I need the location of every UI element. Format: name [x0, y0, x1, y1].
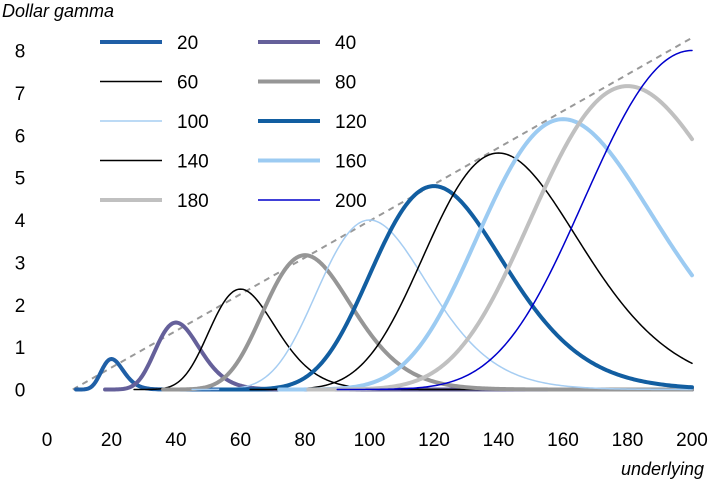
y-tick-label: 8 — [15, 42, 26, 63]
y-axis-ticks: 0 1 2 3 4 5 6 7 8 — [15, 42, 26, 402]
y-axis-title: Dollar gamma — [2, 1, 114, 21]
y-tick-label: 6 — [15, 126, 26, 147]
series-line-100 — [191, 219, 693, 391]
envelope-line — [72, 36, 693, 391]
legend-label-180: 180 — [177, 191, 209, 212]
legend-label-60: 60 — [177, 73, 198, 94]
legend-label-140: 140 — [177, 152, 209, 173]
x-axis-ticks: 0 20 40 60 80 100 120 140 160 180 200 — [42, 430, 708, 451]
y-tick-label: 0 — [15, 381, 26, 402]
legend-label-80: 80 — [335, 73, 356, 94]
y-tick-label: 7 — [15, 84, 26, 105]
series-line-120 — [219, 184, 694, 392]
y-tick-label: 2 — [15, 296, 26, 317]
series-line-20 — [74, 356, 694, 392]
x-tick-label: 100 — [354, 430, 386, 451]
legend-label-100: 100 — [177, 112, 209, 133]
legend-label-40: 40 — [335, 33, 356, 54]
x-tick-label: 120 — [418, 430, 450, 451]
x-tick-label: 140 — [483, 430, 515, 451]
x-tick-label: 0 — [42, 430, 53, 451]
series-line-180 — [306, 84, 694, 392]
x-tick-label: 160 — [547, 430, 579, 451]
y-tick-label: 1 — [15, 338, 26, 359]
legend-label-20: 20 — [177, 33, 198, 54]
series-line-40 — [103, 320, 694, 392]
x-tick-label: 40 — [165, 430, 186, 451]
y-tick-label: 5 — [15, 169, 26, 190]
x-axis-title: underlying — [621, 459, 704, 479]
x-tick-label: 200 — [676, 430, 708, 451]
y-tick-label: 3 — [15, 253, 26, 274]
x-tick-label: 80 — [294, 430, 315, 451]
x-tick-label: 20 — [101, 430, 122, 451]
y-tick-label: 4 — [15, 211, 26, 232]
legend: 20 40 60 80 100 120 140 160 180 200 — [100, 33, 367, 212]
legend-label-120: 120 — [335, 112, 367, 133]
series-line-80 — [161, 253, 694, 392]
series-line-140 — [249, 152, 693, 391]
plot-area — [72, 36, 694, 392]
legend-label-200: 200 — [335, 191, 367, 212]
x-tick-label: 60 — [230, 430, 251, 451]
legend-label-160: 160 — [335, 152, 367, 173]
series-line-200 — [336, 49, 693, 391]
x-tick-label: 180 — [612, 430, 644, 451]
